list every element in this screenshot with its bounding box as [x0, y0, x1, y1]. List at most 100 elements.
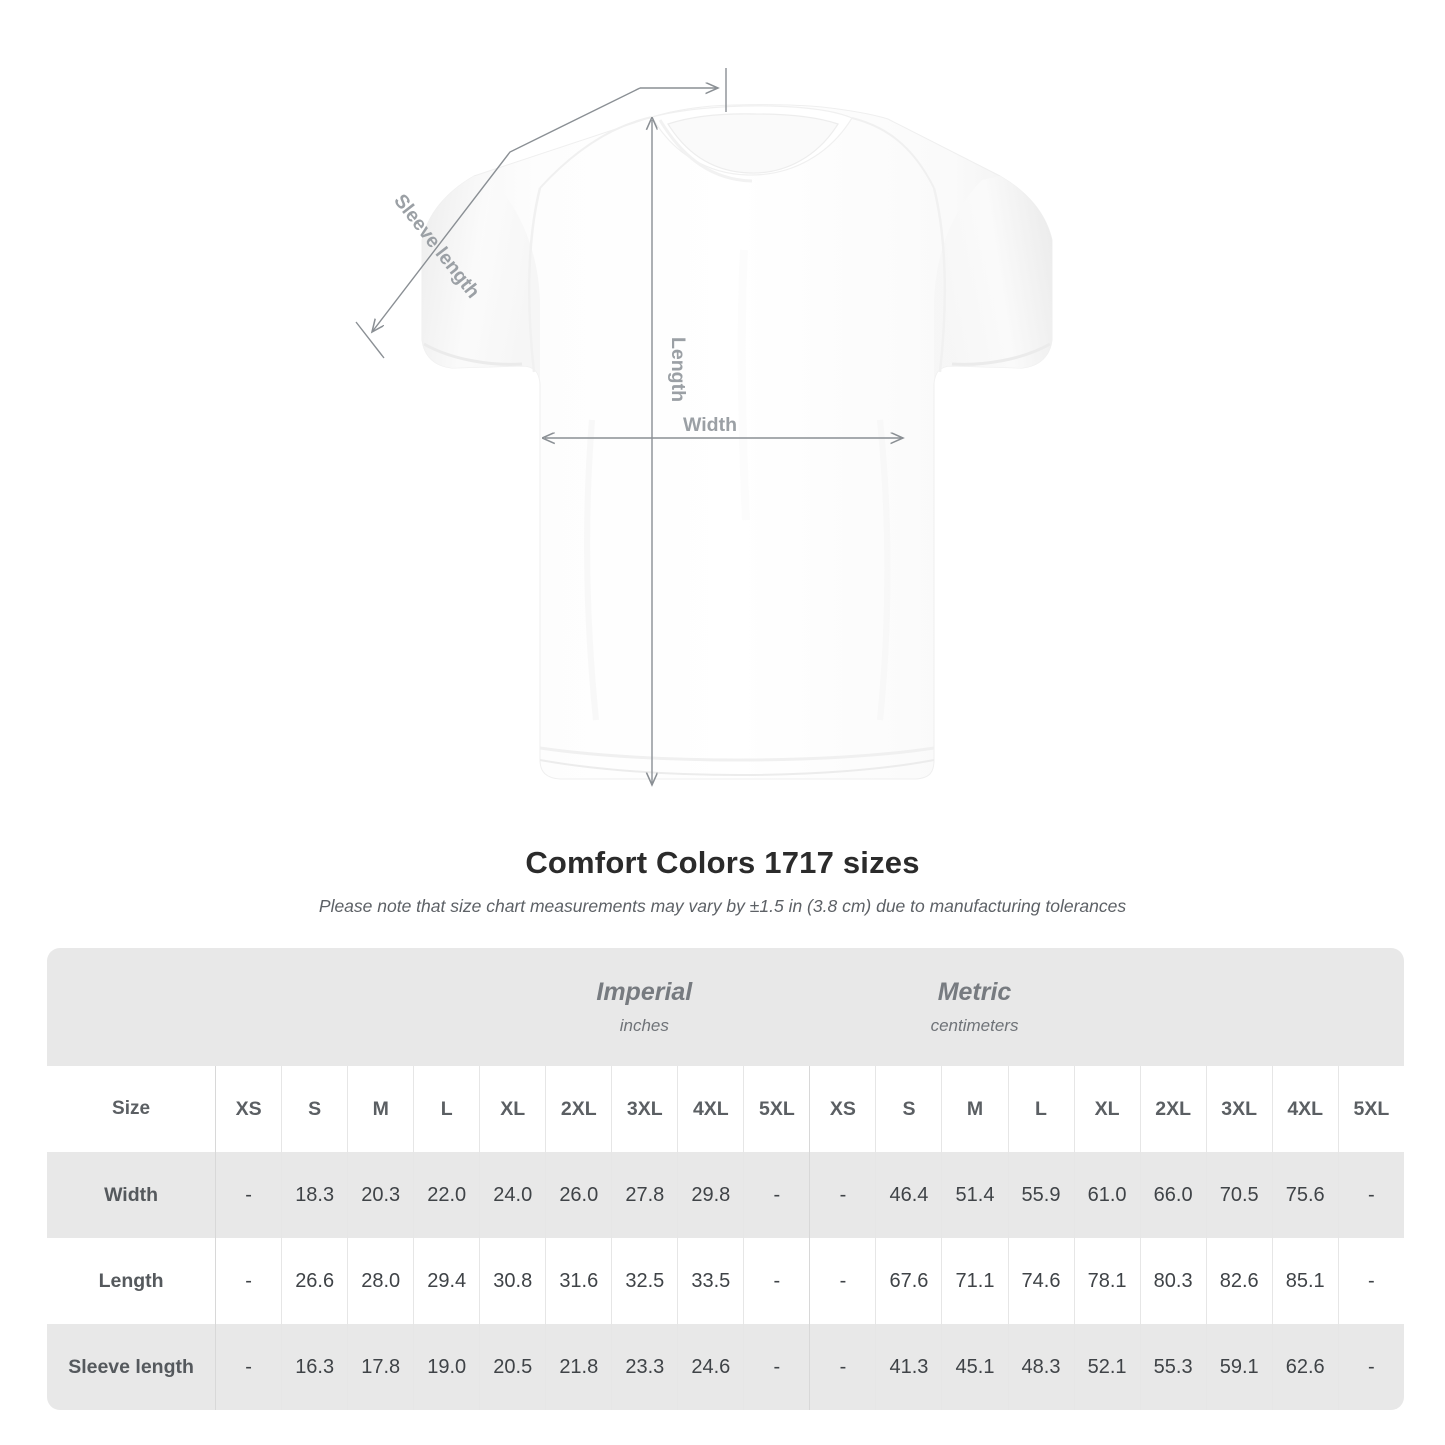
cell-width-metric-s: 46.4	[875, 1152, 942, 1238]
collar-inner	[667, 113, 839, 174]
header-imperial-l: L	[413, 1066, 480, 1152]
cell-sleeve-imperial-m: 17.8	[347, 1324, 414, 1410]
cell-length-metric-m: 71.1	[941, 1238, 1008, 1324]
bottom-edge	[539, 759, 935, 776]
cell-length-imperial-m: 28.0	[347, 1238, 414, 1324]
cell-length-metric-xs: -	[809, 1238, 876, 1324]
length-label: Length	[667, 337, 689, 402]
header-metric-xs: XS	[809, 1066, 876, 1152]
cell-length-metric-2xl: 80.3	[1139, 1238, 1206, 1324]
sleeve-length-leader	[372, 87, 641, 332]
header-imperial-2xl: 2XL	[545, 1066, 612, 1152]
cell-width-metric-l: 55.9	[1007, 1152, 1074, 1238]
header-metric-2xl: 2XL	[1139, 1066, 1206, 1152]
header-metric-m: M	[941, 1066, 1008, 1152]
right-armhole-seam	[932, 187, 947, 373]
cell-sleeve-imperial-l: 19.0	[413, 1324, 480, 1410]
row-label-width: Width	[47, 1152, 216, 1238]
header-metric-xl: XL	[1073, 1066, 1140, 1152]
cell-sleeve-metric-xl: 52.1	[1073, 1324, 1140, 1410]
cell-length-imperial-2xl: 31.6	[545, 1238, 612, 1324]
right-sleeve	[934, 176, 1052, 386]
size-header-row: Size XS S M L XL 2XL 3XL 4XL 5XL XS S M …	[47, 1066, 1404, 1152]
header-imperial-xl: XL	[479, 1066, 546, 1152]
header-imperial-4xl: 4XL	[677, 1066, 744, 1152]
cell-sleeve-imperial-xs: -	[215, 1324, 282, 1410]
unit-band-row: Imperial inches Metric centimeters	[47, 948, 1404, 1066]
cell-width-metric-xl: 61.0	[1073, 1152, 1140, 1238]
row-label-sleeve-length: Sleeve length	[47, 1324, 216, 1410]
cell-width-metric-m: 51.4	[941, 1152, 1008, 1238]
cell-width-metric-4xl: 75.6	[1271, 1152, 1338, 1238]
fabric-fold-center	[737, 249, 750, 521]
cell-length-metric-5xl: -	[1337, 1238, 1404, 1324]
cell-length-imperial-3xl: 32.5	[611, 1238, 678, 1324]
page-title: Comfort Colors 1717 sizes	[525, 845, 920, 880]
cell-width-imperial-5xl: -	[743, 1152, 810, 1238]
size-chart-table: Imperial inches Metric centimeters Size …	[47, 948, 1404, 1410]
tshirt-illustration	[421, 104, 1053, 780]
header-metric-l: L	[1007, 1066, 1074, 1152]
unit-band-imperial-pad	[47, 948, 480, 1066]
cell-width-imperial-xs: -	[215, 1152, 282, 1238]
unit-band-metric: Metric centimeters	[809, 948, 1140, 1066]
bottom-hem	[539, 746, 935, 762]
cell-sleeve-imperial-3xl: 23.3	[611, 1324, 678, 1410]
width-label: Width	[683, 414, 737, 436]
tshirt-measurement-diagram: Sleeve length Length Width	[355, 68, 1053, 830]
cell-sleeve-metric-5xl: -	[1337, 1324, 1404, 1410]
cell-length-imperial-s: 26.6	[281, 1238, 348, 1324]
cell-length-imperial-5xl: -	[743, 1238, 810, 1324]
tolerance-note: Please note that size chart measurements…	[318, 896, 1127, 916]
cell-length-metric-s: 67.6	[875, 1238, 942, 1324]
cell-width-imperial-m: 20.3	[347, 1152, 414, 1238]
cell-width-metric-xs: -	[809, 1152, 876, 1238]
cell-width-imperial-xl: 24.0	[479, 1152, 546, 1238]
tshirt-body-shape	[421, 104, 1053, 780]
heading-block: Comfort Colors 1717 sizes Please note th…	[0, 845, 1445, 917]
cell-sleeve-imperial-xl: 20.5	[479, 1324, 546, 1410]
table-row: Sleeve length - 16.3 17.8 19.0 20.5 21.8…	[47, 1324, 1404, 1410]
cell-sleeve-metric-xs: -	[809, 1324, 876, 1410]
cell-width-metric-2xl: 66.0	[1139, 1152, 1206, 1238]
row-label-length: Length	[47, 1238, 216, 1324]
fabric-fold-right	[877, 419, 891, 721]
unit-name-metric: Metric	[937, 978, 1012, 1006]
cell-width-metric-3xl: 70.5	[1205, 1152, 1272, 1238]
right-shoulder-seam	[851, 117, 935, 189]
cell-sleeve-imperial-2xl: 21.8	[545, 1324, 612, 1410]
cell-width-imperial-2xl: 26.0	[545, 1152, 612, 1238]
sleeve-end-tick	[355, 321, 385, 359]
unit-band-metric-pad	[1139, 948, 1404, 1066]
unit-band-imperial: Imperial inches	[479, 948, 810, 1066]
unit-sub-metric: centimeters	[930, 1016, 1019, 1035]
fabric-fold-left	[584, 419, 599, 721]
collar-shadow	[658, 119, 753, 183]
left-sleeve-hem	[423, 342, 523, 366]
cell-sleeve-imperial-5xl: -	[743, 1324, 810, 1410]
right-sleeve-hem	[951, 342, 1051, 366]
header-imperial-m: M	[347, 1066, 414, 1152]
cell-sleeve-imperial-4xl: 24.6	[677, 1324, 744, 1410]
header-metric-4xl: 4XL	[1271, 1066, 1338, 1152]
cell-width-imperial-3xl: 27.8	[611, 1152, 678, 1238]
cell-width-metric-5xl: -	[1337, 1152, 1404, 1238]
unit-sub-imperial: inches	[619, 1016, 669, 1035]
header-metric-s: S	[875, 1066, 942, 1152]
cell-length-metric-4xl: 85.1	[1271, 1238, 1338, 1324]
cell-length-metric-l: 74.6	[1007, 1238, 1074, 1324]
cell-length-imperial-l: 29.4	[413, 1238, 480, 1324]
cell-width-imperial-s: 18.3	[281, 1152, 348, 1238]
cell-length-imperial-xl: 30.8	[479, 1238, 546, 1324]
header-metric-5xl: 5XL	[1337, 1066, 1404, 1152]
cell-length-imperial-xs: -	[215, 1238, 282, 1324]
cell-length-metric-xl: 78.1	[1073, 1238, 1140, 1324]
header-imperial-3xl: 3XL	[611, 1066, 678, 1152]
cell-sleeve-metric-m: 45.1	[941, 1324, 1008, 1410]
header-imperial-xs: XS	[215, 1066, 282, 1152]
cell-length-imperial-4xl: 33.5	[677, 1238, 744, 1324]
header-metric-3xl: 3XL	[1205, 1066, 1272, 1152]
header-imperial-s: S	[281, 1066, 348, 1152]
cell-length-metric-3xl: 82.6	[1205, 1238, 1272, 1324]
